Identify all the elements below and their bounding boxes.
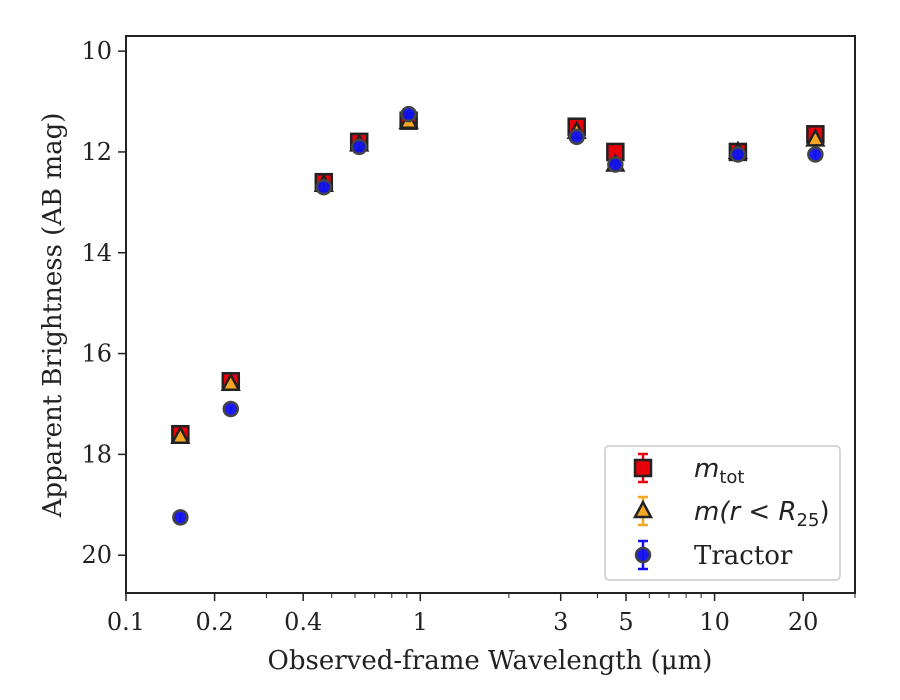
x-tick-label: 3 <box>553 608 568 636</box>
point-triangle-1 <box>220 372 241 392</box>
plot-frame <box>125 35 856 594</box>
point-circle-1 <box>222 400 240 418</box>
legend: mtot m(r < R25) Tractor <box>604 445 841 581</box>
legend-marker-square <box>633 458 653 478</box>
point-circle-2 <box>315 178 333 196</box>
y-tick-label: 16 <box>81 340 112 368</box>
legend-box <box>604 445 841 581</box>
y-tick-label: 10 <box>81 37 112 65</box>
x-tick-label: 0.4 <box>284 608 322 636</box>
legend-marker-circle <box>634 546 652 564</box>
y-axis-ticks: 10 12 14 16 18 20 <box>81 37 126 569</box>
point-circle-4 <box>400 105 417 123</box>
point-circle-8 <box>807 146 824 163</box>
legend-marker-triangle <box>632 499 654 519</box>
x-axis-ticks: 0.1 0.2 0.4 1 3 5 10 20 <box>107 593 856 636</box>
y-tick-label: 20 <box>81 541 112 569</box>
legend-label: mtot <box>694 454 744 488</box>
legend-label: Tractor <box>694 541 793 571</box>
x-tick-label: 0.1 <box>107 608 145 636</box>
x-tick-label: 20 <box>788 608 819 636</box>
point-circle-6 <box>607 156 624 173</box>
x-tick-label: 5 <box>618 608 633 636</box>
y-axis-label: Apparent Brightness (AB mag) <box>38 113 68 519</box>
point-triangle-8 <box>805 127 826 147</box>
data-points <box>170 105 826 526</box>
x-tick-label: 1 <box>413 608 428 636</box>
point-circle-3 <box>350 138 368 156</box>
y-tick-label: 14 <box>81 239 112 267</box>
x-tick-label: 0.2 <box>196 608 234 636</box>
point-circle-7 <box>729 146 747 163</box>
y-tick-label: 18 <box>81 440 112 468</box>
x-axis-label: Observed-frame Wavelength (μm) <box>268 646 713 676</box>
point-triangle-0 <box>170 425 191 444</box>
legend-label: m(r < R25) <box>694 497 830 531</box>
y-tick-label: 12 <box>81 138 112 166</box>
point-circle-5 <box>568 128 585 146</box>
x-tick-label: 10 <box>699 608 730 636</box>
point-circle-0 <box>172 509 189 526</box>
